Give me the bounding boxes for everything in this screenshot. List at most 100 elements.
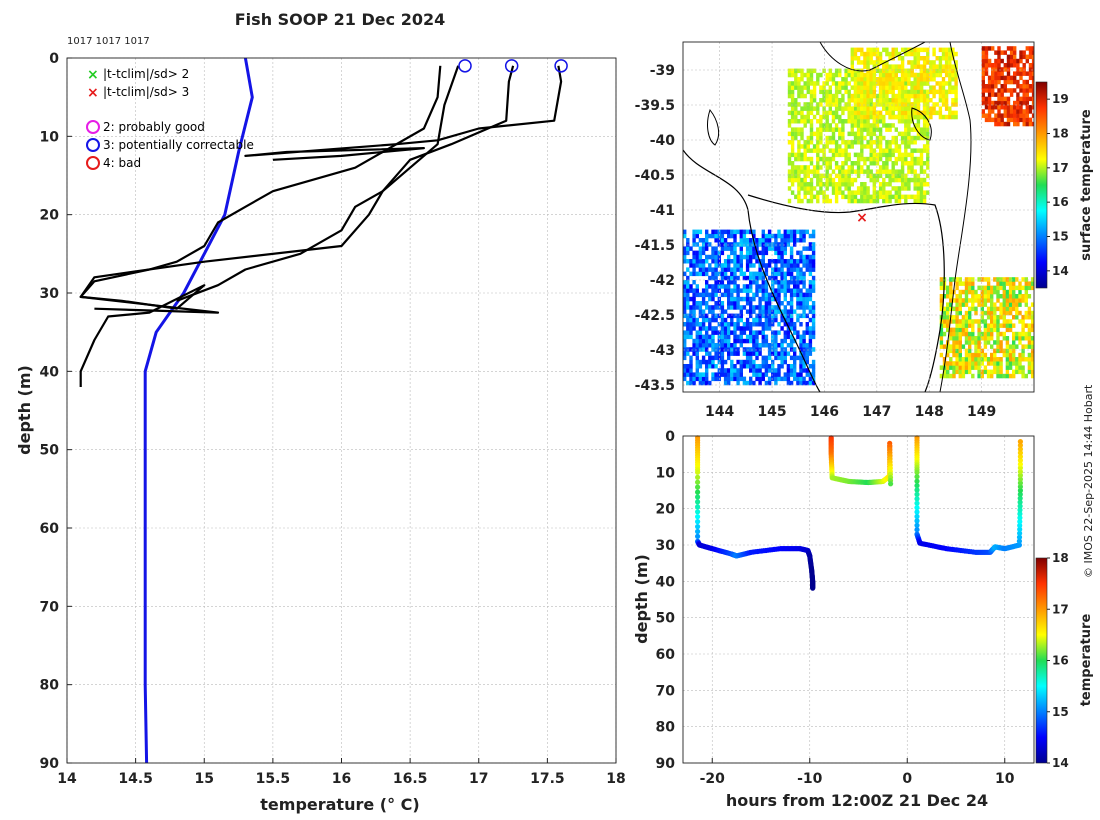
sst-cell (803, 144, 807, 149)
sst-cell (733, 288, 737, 293)
sst-cell (882, 68, 886, 74)
sst-cell (913, 110, 917, 116)
sst-cell (904, 68, 908, 74)
sst-cell (786, 343, 791, 348)
sst-cell (1031, 84, 1034, 89)
sst-cell (723, 267, 728, 272)
sst-cell (720, 309, 725, 314)
sst-cell (888, 51, 892, 57)
sst-cell (1022, 113, 1026, 118)
sst-cell (983, 352, 988, 358)
sst-cell (717, 301, 721, 306)
sst-cell (968, 348, 972, 354)
sst-cell (900, 110, 905, 116)
sst-cell (714, 305, 718, 310)
sst-cell (860, 77, 864, 82)
sst-cell (984, 88, 989, 93)
sst-cell (1009, 79, 1014, 85)
map-cbar-tick-label: 18 (1052, 127, 1069, 141)
legend-sd2-marker: × (87, 67, 99, 83)
sst-cell (812, 173, 817, 179)
sst-cell (701, 355, 706, 361)
sst-cell (723, 238, 728, 243)
timeseries-point-2 (1017, 469, 1024, 475)
sst-cell (739, 288, 743, 293)
sst-cell (816, 72, 820, 78)
sst-cell (977, 340, 981, 345)
sst-cell (758, 380, 762, 386)
sst-cell (808, 296, 813, 302)
sst-cell (1027, 310, 1032, 316)
sst-cell (758, 250, 762, 256)
sst-cell (777, 330, 781, 335)
sst-cell (926, 110, 930, 116)
sst-cell (720, 368, 725, 373)
sst-cell (749, 259, 753, 264)
sst-cell (958, 361, 962, 366)
sst-cell (705, 338, 709, 344)
sst-cell (1005, 352, 1010, 358)
sst-cell (853, 89, 858, 95)
sst-cell (907, 182, 911, 187)
sst-cell (695, 322, 699, 327)
sst-cell (875, 98, 880, 103)
sst-cell (686, 301, 690, 306)
sst-cell (799, 376, 803, 382)
sst-cell (841, 190, 845, 195)
sst-cell (758, 288, 762, 293)
sst-cell (891, 123, 895, 128)
sst-cell (771, 309, 775, 314)
sst-cell (802, 229, 806, 235)
sst-cell (787, 177, 792, 183)
timeseries-point-2 (1017, 530, 1023, 536)
sst-cell (812, 148, 817, 153)
timeseries-point-0 (695, 519, 701, 525)
sst-cell (689, 347, 693, 352)
sst-cell (755, 313, 759, 319)
sst-cell (860, 198, 864, 204)
sst-cell (695, 368, 699, 373)
sst-cell (919, 156, 924, 162)
sst-cell (913, 169, 917, 174)
sst-cell (885, 77, 889, 82)
sst-cell (958, 319, 962, 324)
sst-cell (955, 302, 959, 307)
sst-cell (907, 131, 911, 137)
sst-cell (860, 165, 864, 170)
sst-cell (869, 177, 873, 183)
sst-cell (800, 186, 804, 191)
sst-cell (1008, 373, 1013, 379)
sst-cell (981, 79, 985, 85)
sst-cell (961, 365, 966, 370)
sst-cell (910, 81, 914, 86)
sst-cell (993, 340, 997, 345)
sst-cell (1015, 310, 1019, 316)
sst-cell (1008, 365, 1013, 370)
sst-cell (948, 114, 952, 120)
sst-cell (789, 288, 794, 293)
sst-cell (811, 305, 816, 310)
sst-cell (720, 292, 725, 298)
profile-grid (66, 57, 617, 764)
sst-cell (922, 144, 927, 149)
sst-cell (787, 123, 792, 128)
sst-cell (875, 114, 880, 120)
sst-cell (872, 186, 876, 191)
sst-cell (755, 343, 759, 348)
sst-cell (856, 93, 861, 99)
sst-cell (723, 309, 728, 314)
sst-cell (951, 68, 955, 74)
sst-cell (692, 347, 696, 352)
sst-cell (683, 271, 687, 277)
sst-cell (739, 229, 743, 235)
sst-cell (1031, 88, 1034, 93)
sst-cell (919, 72, 924, 78)
sst-cell (888, 110, 892, 116)
sst-cell (811, 359, 816, 365)
sst-cell (786, 259, 791, 264)
sst-cell (723, 259, 728, 264)
sst-cell (755, 376, 759, 382)
sst-cell (802, 305, 806, 310)
sst-cell (1003, 121, 1007, 127)
sst-cell (841, 98, 845, 103)
